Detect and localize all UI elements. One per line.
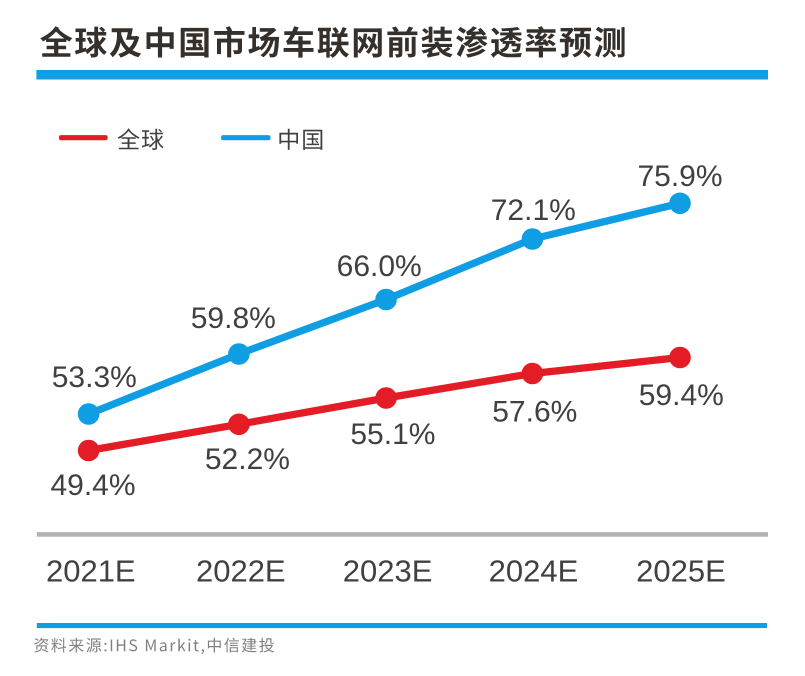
svg-text:52.2%: 52.2% [205, 443, 290, 476]
svg-text:2022E: 2022E [196, 554, 286, 589]
svg-text:2025E: 2025E [636, 554, 726, 589]
svg-text:49.4%: 49.4% [50, 469, 135, 502]
svg-text:53.3%: 53.3% [52, 361, 137, 394]
svg-text:57.6%: 57.6% [492, 396, 577, 429]
svg-text:66.0%: 66.0% [337, 250, 422, 283]
svg-text:55.1%: 55.1% [350, 418, 435, 451]
svg-text:72.1%: 72.1% [491, 194, 576, 227]
svg-text:2024E: 2024E [489, 554, 579, 589]
svg-text:2023E: 2023E [343, 554, 433, 589]
svg-text:59.4%: 59.4% [639, 379, 724, 412]
svg-text:2021E: 2021E [46, 554, 136, 589]
svg-text:59.8%: 59.8% [191, 302, 276, 335]
svg-text:75.9%: 75.9% [637, 160, 722, 193]
